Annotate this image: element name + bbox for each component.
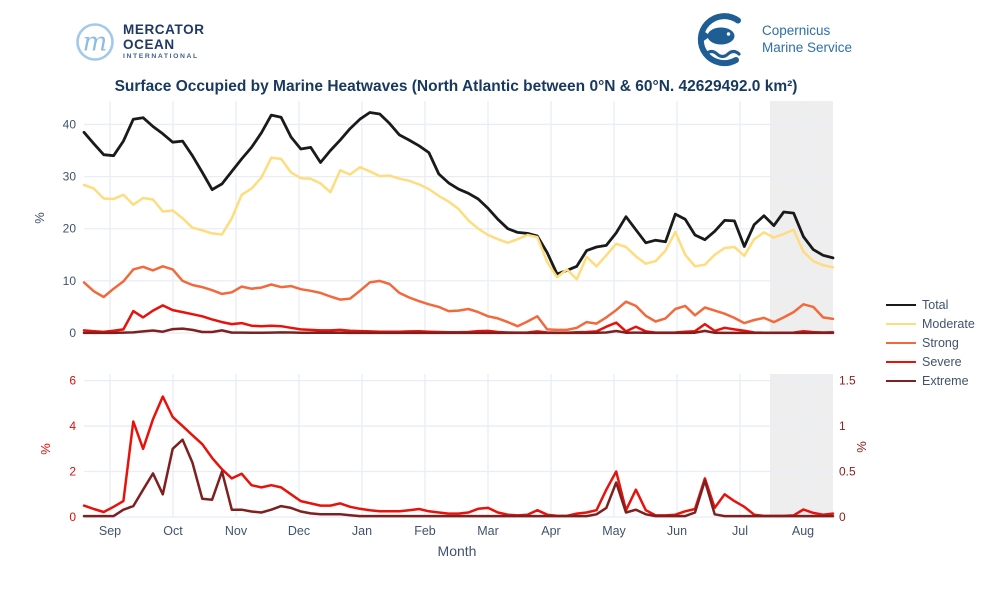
legend-label-moderate: Moderate [922,316,975,331]
series-severe-line [82,395,835,518]
legend-label-severe: Severe [922,354,962,369]
bottom-left-y-tick-label: 6 [69,374,76,388]
bottom-right-y-tick-label: 0.5 [839,465,856,479]
copernicus-logo-line1: Copernicus [762,23,831,39]
x-tick-label: Mar [477,524,499,538]
legend-swatch-extreme [886,379,916,382]
legend-swatch-moderate [886,322,916,325]
legend-item-extreme[interactable]: Extreme [886,371,975,390]
legend-label-extreme: Extreme [922,373,969,388]
copernicus-marine-logo: Copernicus Marine Service [692,9,852,71]
top-y-tick-label: 0 [69,326,76,340]
top-y-tick-label: 10 [63,274,77,288]
series-total-line [82,111,835,276]
mercator-logo-line2: OCEAN [123,36,175,52]
bottom-left-y-tick-label: 4 [69,419,76,433]
x-tick-label: Aug [792,524,814,538]
x-tick-label: Oct [163,524,183,538]
x-tick-label: Apr [541,524,560,538]
top-y-axis-title: % [32,212,47,224]
bottom-left-y-tick-label: 0 [69,510,76,524]
x-axis-title: Month [438,543,477,559]
x-tick-label: Nov [225,524,248,538]
bottom-right-y-tick-label: 0 [839,510,846,524]
top-y-tick-label: 40 [63,117,77,131]
forecast-highlight-band [770,374,833,517]
top-y-tick-label: 20 [63,222,77,236]
x-tick-label: Dec [288,524,310,538]
copernicus-fish-icon [697,13,741,67]
series-strong-line [82,265,835,332]
bottom-right-y-tick-label: 1 [839,419,846,433]
bottom-right-y-axis-title: % [854,441,869,453]
legend-swatch-total [886,303,916,306]
x-tick-label: Jan [352,524,372,538]
mercator-logo-line1: MERCATOR [123,22,205,38]
legend-item-total[interactable]: Total [886,295,975,314]
bottom-right-y-tick-label: 1.5 [839,374,856,388]
series-extreme-line-top [82,327,835,335]
bottom-left-y-axis-title: % [38,443,53,455]
x-tick-label: Feb [414,524,436,538]
legend-item-strong[interactable]: Strong [886,333,975,352]
legend-label-total: Total [922,297,949,312]
series-moderate-line [82,156,835,281]
x-tick-label: Jul [732,524,748,538]
legend-item-moderate[interactable]: Moderate [886,314,975,333]
mercator-monogram-icon: m [76,23,114,61]
legend-item-severe[interactable]: Severe [886,352,975,371]
top-y-tick-label: 30 [63,170,77,184]
mercator-m-glyph: m [83,28,108,58]
x-tick-label: Sep [99,524,121,538]
legend-swatch-strong [886,341,916,344]
mercator-ocean-logo: m MERCATOR OCEAN INTERNATIONAL [74,21,205,63]
bottom-left-y-tick-label: 2 [69,465,76,479]
series-extreme-line [82,438,835,518]
x-tick-label: Jun [667,524,687,538]
mercator-logo-line3: INTERNATIONAL [123,53,199,61]
legend-label-strong: Strong [922,335,959,350]
legend-swatch-severe [886,360,916,363]
copernicus-logo-line2: Marine Service [762,40,853,55]
chart-legend: Total Moderate Strong Severe Extreme [886,295,975,390]
x-tick-label: May [602,524,626,538]
chart-title: Surface Occupied by Marine Heatwaves (No… [114,78,798,95]
